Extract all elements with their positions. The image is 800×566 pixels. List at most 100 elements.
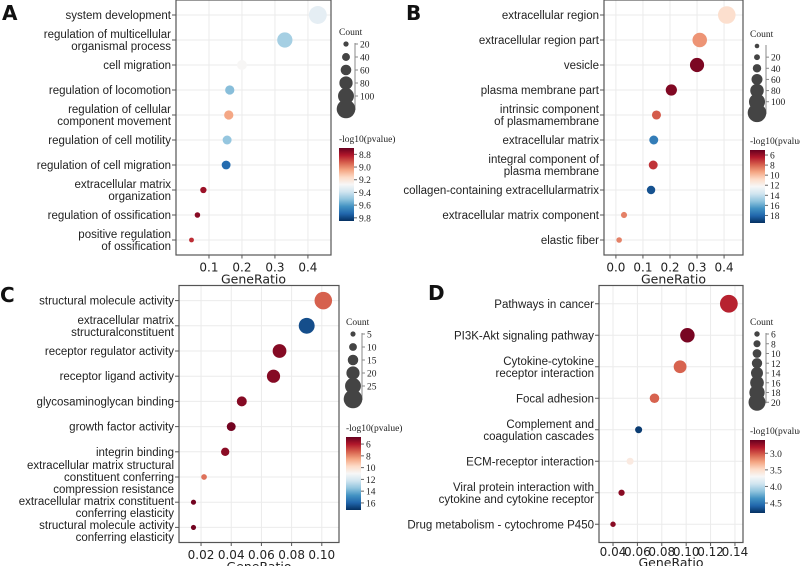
x-axis-title: GeneRatio	[226, 559, 291, 566]
size-legend-label: 20	[771, 54, 781, 64]
data-point	[226, 422, 236, 432]
data-point	[649, 135, 659, 145]
data-point	[610, 521, 616, 527]
term-label: structural molecule activity	[39, 520, 174, 532]
x-tick-label: 0.4	[298, 261, 317, 275]
color-bar-label: 6	[770, 152, 775, 162]
term-label: of plasmamembrane	[494, 116, 599, 128]
color-bar-label: 9.0	[359, 164, 371, 174]
data-point	[651, 110, 661, 120]
x-tick-label: 0.08	[648, 545, 675, 559]
color-bar-label: 6	[366, 441, 371, 451]
panel-a: A 0.1 0.2 0.3 0.4 GeneRatio system development…	[2, 0, 395, 287]
plot-frame	[598, 284, 744, 544]
color-bar-label: 10	[770, 172, 780, 182]
size-legend-circle	[347, 354, 359, 366]
term-label: conferring elasticity	[76, 508, 175, 520]
x-axis-title: GeneRatio	[221, 272, 286, 287]
data-point	[719, 294, 738, 313]
x-tick-label: 0.02	[188, 548, 215, 562]
color-bar-label: 18	[770, 212, 780, 222]
plot-frame	[178, 284, 340, 544]
term-label: integral component of	[488, 154, 599, 166]
size-legend-circle	[338, 88, 354, 104]
size-legend-label: 40	[360, 54, 370, 64]
x-axis-title: GeneRatio	[641, 272, 706, 287]
term-label: collagen-containing extracellularmatrix	[403, 185, 599, 197]
panel-b: B 0.0 0.1 0.2 0.3 0.4 GeneRatio extracellular r…	[403, 0, 800, 287]
size-legend-circle	[752, 349, 762, 358]
data-point	[190, 499, 197, 505]
term-label: extracellular matrix	[75, 179, 172, 191]
term-label: cytokine and cytokine receptor	[439, 494, 595, 506]
term-label: component movement	[57, 116, 172, 128]
color-bar	[346, 437, 361, 510]
term-label: extracellular region part	[479, 35, 600, 47]
data-point	[680, 328, 695, 343]
data-point	[224, 110, 234, 120]
color-legend-title: -log10(pvalue)	[339, 134, 395, 145]
term-label: extracellular matrix	[503, 135, 600, 147]
data-point	[194, 212, 201, 218]
term-label: positive regulation	[78, 229, 171, 241]
data-point	[673, 360, 687, 374]
x-tick-label: 0.2	[660, 261, 679, 275]
color-legend-title: -log10(pvalue)	[346, 423, 402, 434]
x-tick-label: 0.14	[722, 545, 749, 559]
x-tick-label: 0.04	[218, 548, 245, 562]
data-point	[618, 489, 625, 496]
size-legend-label: 60	[771, 76, 781, 86]
term-label: extracellular matrix constituent	[19, 496, 175, 508]
term-label: receptor interaction	[496, 368, 594, 380]
color-bar-label: 10	[366, 464, 376, 474]
size-legend-label: 80	[771, 87, 781, 97]
term-label: receptor regulator activity	[45, 346, 174, 358]
panel-letter: D	[428, 281, 445, 305]
size-legend-label: 20	[771, 399, 781, 409]
term-label: regulation of ossification	[48, 210, 171, 222]
data-point	[272, 344, 287, 358]
color-bar-label: 12	[366, 476, 376, 486]
data-point	[221, 447, 230, 456]
size-legend-circle	[748, 393, 766, 411]
term-label: conferring elasticity	[76, 532, 175, 544]
color-bar-label: 9.4	[359, 189, 371, 199]
size-legend-label: 10	[367, 344, 377, 354]
term-label: regulation of cell motility	[48, 135, 171, 147]
term-label: extracellular region	[502, 10, 599, 22]
color-bar-label: 8	[366, 452, 371, 462]
term-label: regulation of locomotion	[49, 85, 171, 97]
x-tick-label: 0.08	[278, 548, 305, 562]
size-legend-circle	[346, 366, 360, 380]
data-point	[225, 85, 235, 95]
panel-d: D 0.040.060.080.100.120.14 GeneRatio Pathwa…	[407, 281, 800, 566]
size-legend-label: 8	[771, 340, 776, 350]
x-tick-label: 0.04	[600, 545, 627, 559]
term-label: elastic fiber	[541, 235, 599, 247]
term-label: intrinsic component	[500, 104, 600, 116]
x-tick-label: 0.06	[624, 545, 651, 559]
data-point	[692, 32, 707, 48]
color-bar-label: 9.8	[359, 214, 371, 224]
size-legend-label: 15	[367, 357, 377, 367]
x-tick-label: 0.2	[232, 261, 251, 275]
size-legend-circle	[753, 340, 761, 348]
color-bar-label: 14	[366, 488, 376, 498]
size-legend-circle	[343, 41, 349, 47]
size-legend-label: 5	[367, 331, 372, 341]
data-point	[648, 160, 658, 170]
term-label: of ossification	[101, 241, 171, 253]
size-legend-circle	[343, 389, 363, 409]
color-bar-label: 9.6	[359, 202, 371, 212]
size-legend-label: 16	[771, 379, 781, 389]
term-label: growth factor activity	[69, 422, 174, 434]
term-label: organismal process	[71, 41, 171, 53]
size-legend-title: Count	[750, 30, 774, 40]
size-legend-label: 20	[367, 370, 377, 380]
size-legend-circle	[752, 64, 762, 73]
color-bar-label: 9.2	[359, 176, 371, 186]
term-label: integrin binding	[96, 447, 174, 459]
data-point	[620, 211, 628, 219]
plot-frame	[175, 0, 332, 256]
size-legend-circle	[349, 343, 357, 351]
